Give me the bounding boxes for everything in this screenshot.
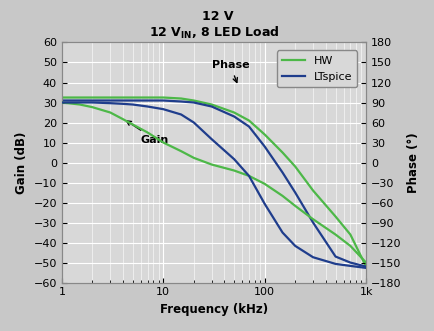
X-axis label: Frequency (kHz): Frequency (kHz) — [160, 303, 267, 316]
Text: Phase: Phase — [211, 61, 249, 82]
Y-axis label: Gain (dB): Gain (dB) — [15, 131, 28, 194]
Title: 12 V$_{\mathregular{IN}}$, 8 LED Load: 12 V$_{\mathregular{IN}}$, 8 LED Load — [148, 25, 279, 41]
Y-axis label: Phase (°): Phase (°) — [406, 132, 419, 193]
Legend: HW, LTspice: HW, LTspice — [276, 50, 357, 87]
Text: Gain: Gain — [126, 121, 169, 145]
Text: 12 V: 12 V — [201, 10, 233, 23]
